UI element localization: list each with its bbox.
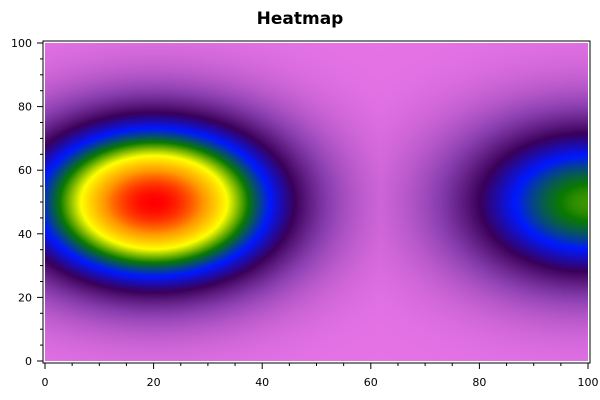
x-tick-label: 80: [472, 376, 486, 389]
chart-title: Heatmap: [256, 9, 344, 29]
plot-border: [42, 40, 591, 364]
x-tick-label: 20: [147, 376, 161, 389]
x-tick-label: 60: [364, 376, 378, 389]
y-tick-label: 100: [11, 37, 32, 50]
x-tick-label: 100: [578, 376, 599, 389]
y-tick-label: 0: [25, 355, 32, 368]
y-tick-label: 40: [18, 228, 32, 241]
x-tick-label: 0: [42, 376, 49, 389]
heatmap-surface: [45, 43, 588, 361]
axes: 0 20 40 60 80 100 0 20 40 60 80 100: [11, 37, 599, 389]
y-tick-label: 80: [18, 101, 32, 114]
x-tick-label: 40: [255, 376, 269, 389]
y-tick-label: 20: [18, 291, 32, 304]
y-tick-label: 60: [18, 164, 32, 177]
